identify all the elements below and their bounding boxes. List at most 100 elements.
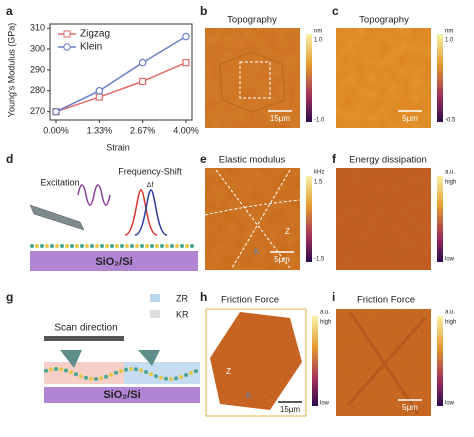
label: Δf [147, 182, 154, 189]
bead [70, 244, 74, 248]
colorbar-min: -0.5 [445, 118, 456, 124]
bead [140, 244, 144, 248]
colorbar-max: high [445, 180, 456, 186]
legend-label: KR [176, 309, 189, 319]
label: Frequency-Shift [118, 166, 182, 176]
flake [210, 312, 302, 410]
colorbar [306, 176, 312, 262]
panel-letter: h [200, 290, 207, 304]
panel-title: Friction Force [357, 295, 415, 306]
colorbar [312, 316, 318, 406]
bead [75, 244, 79, 248]
resonance-peak [124, 189, 158, 236]
panel-letter: a [6, 4, 13, 18]
x-tick-label: 1.33% [87, 125, 113, 135]
bead [150, 244, 154, 248]
marker [138, 58, 147, 67]
y-tick-label: 280 [30, 85, 45, 95]
bead [124, 367, 128, 372]
bead [194, 369, 198, 374]
bead [130, 244, 134, 248]
bead [30, 244, 34, 248]
excitation-wave [77, 184, 111, 206]
colorbar-min: -1.0 [314, 118, 325, 124]
bead [154, 374, 158, 379]
afm-image [336, 28, 431, 128]
x-tick-label: 2.67% [130, 125, 156, 135]
marker [139, 77, 147, 85]
colorbar-unit: a.u. [320, 310, 330, 316]
colorbar [306, 34, 312, 122]
bead [184, 373, 188, 378]
plot-frame [49, 23, 193, 121]
region [124, 362, 200, 384]
bead [125, 244, 129, 248]
colorbar-max: high [445, 320, 456, 326]
bead [95, 244, 99, 248]
molecule-chain [30, 244, 194, 248]
colorbar [437, 316, 443, 406]
bead [120, 244, 124, 248]
bead [164, 376, 168, 381]
y-tick-label: 270 [30, 106, 45, 116]
bead [105, 244, 109, 248]
bead [35, 244, 39, 248]
panel-title: Topography [227, 15, 277, 26]
bead [84, 375, 88, 380]
series-line [55, 61, 187, 113]
bead [134, 367, 138, 372]
zone-label: K [254, 247, 260, 256]
substrate-label: SiO₂/Si [95, 256, 132, 268]
panel-letter: f [332, 152, 337, 166]
bead [74, 372, 78, 377]
bead [110, 244, 114, 248]
colorbar-min: -1.5 [314, 257, 325, 263]
bead [54, 367, 58, 372]
bead [174, 376, 178, 381]
bead [59, 367, 63, 372]
bead [175, 244, 179, 248]
bead [180, 244, 184, 248]
colorbar-max: 1.0 [314, 38, 323, 44]
panel-letter: b [200, 4, 207, 18]
marker [182, 59, 190, 67]
scale-label: 5μm [402, 114, 418, 123]
bead [94, 376, 98, 381]
bead [50, 244, 54, 248]
colorbar-unit: nm [445, 29, 453, 35]
scale-label: 15μm [270, 114, 291, 123]
panel-letter: g [6, 290, 13, 304]
colorbar-min: low [445, 257, 455, 263]
colorbar-unit: a.u. [445, 310, 455, 316]
bead [119, 368, 123, 373]
y-tick-label: 300 [30, 43, 45, 53]
bead [190, 244, 194, 248]
bead [109, 372, 113, 377]
colorbar-min: low [320, 401, 330, 407]
zone-label: K [246, 391, 252, 400]
bead [40, 244, 44, 248]
legend-marker [63, 30, 71, 38]
bead [90, 244, 94, 248]
hexagon [219, 51, 286, 113]
domain-boundaries [346, 311, 427, 415]
legend-marker [63, 43, 71, 51]
zone-label: Z [226, 367, 231, 376]
marker [52, 107, 60, 116]
resonance-peak [134, 189, 168, 236]
panel-title: Energy dissipation [349, 155, 427, 166]
label: Scan direction [54, 323, 117, 334]
legend-label: Zigzag [80, 29, 110, 40]
bead [99, 376, 103, 381]
bead [65, 244, 69, 248]
bead [114, 370, 118, 375]
y-tick-label: 290 [30, 64, 45, 74]
substrate [44, 387, 200, 403]
colorbar-unit: nm [314, 29, 322, 35]
bead [100, 244, 104, 248]
scale-label: 5μm [274, 255, 290, 264]
bead [165, 244, 169, 248]
panel-letter: i [332, 290, 335, 304]
legend-label: ZR [176, 293, 188, 303]
